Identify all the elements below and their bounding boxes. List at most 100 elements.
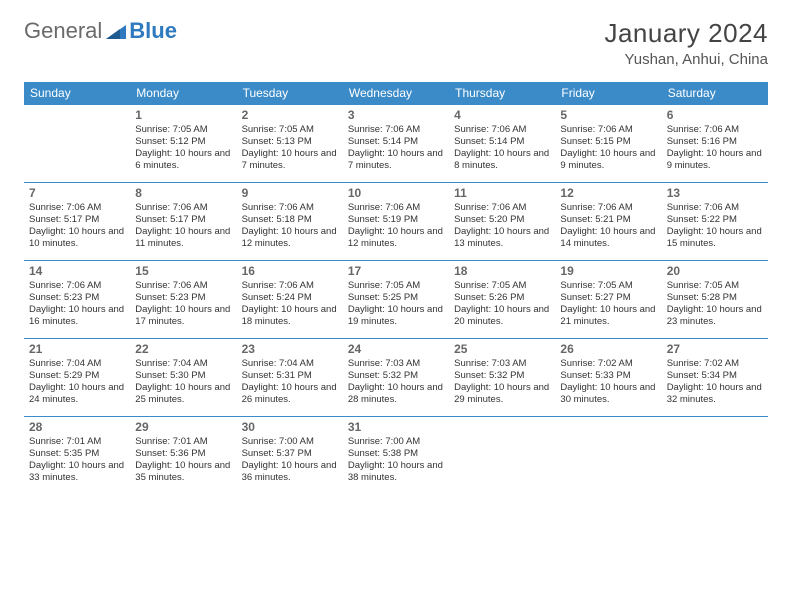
calendar-day-cell: 17 Sunrise: 7:05 AMSunset: 5:25 PMDayligh… — [343, 261, 449, 339]
brand-part2: Blue — [129, 18, 177, 44]
calendar-day-cell: 28 Sunrise: 7:01 AMSunset: 5:35 PMDayligh… — [24, 417, 130, 495]
day-number: 26 — [560, 342, 656, 356]
calendar-day-cell: 30Sunrise: 7:00 AMSunset: 5:37 PMDayligh… — [237, 417, 343, 495]
calendar-day-cell: 5Sunrise: 7:06 AMSunset: 5:15 PMDaylight… — [555, 105, 661, 183]
calendar-body: 1 Sunrise: 7:05 AMSunset: 5:12 PMDaylight… — [24, 105, 768, 495]
day-number: 14 — [29, 264, 125, 278]
calendar-day-cell: 10 Sunrise: 7:06 AMSunset: 5:19 PMDayligh… — [343, 183, 449, 261]
day-detail: Sunrise: 7:01 AMSunset: 5:36 PMDaylight:… — [135, 436, 231, 485]
day-number: 21 — [29, 342, 125, 356]
day-detail: Sunrise: 7:02 AMSunset: 5:33 PMDaylight:… — [560, 358, 656, 407]
calendar-day-cell: 3 Sunrise: 7:06 AMSunset: 5:14 PMDaylight… — [343, 105, 449, 183]
day-header: Friday — [555, 82, 661, 105]
calendar-day-cell: 15 Sunrise: 7:06 AMSunset: 5:23 PMDayligh… — [130, 261, 236, 339]
day-number: 8 — [135, 186, 231, 200]
day-header: Tuesday — [237, 82, 343, 105]
day-header: Monday — [130, 82, 236, 105]
day-detail: Sunrise: 7:04 AMSunset: 5:31 PMDaylight:… — [242, 358, 338, 407]
day-detail: Sunrise: 7:00 AMSunset: 5:38 PMDaylight:… — [348, 436, 444, 485]
day-number: 4 — [454, 108, 550, 122]
page-title: January 2024 — [604, 18, 768, 49]
day-number: 1 — [135, 108, 231, 122]
day-number: 20 — [667, 264, 763, 278]
day-header: Thursday — [449, 82, 555, 105]
day-number: 28 — [29, 420, 125, 434]
day-number: 27 — [667, 342, 763, 356]
day-detail: Sunrise: 7:06 AMSunset: 5:20 PMDaylight:… — [454, 202, 550, 251]
day-detail: Sunrise: 7:05 AMSunset: 5:28 PMDaylight:… — [667, 280, 763, 329]
day-header: Wednesday — [343, 82, 449, 105]
day-number: 10 — [348, 186, 444, 200]
page-header: General Blue January 2024 Yushan, Anhui,… — [24, 18, 768, 68]
calendar-day-cell: 19Sunrise: 7:05 AMSunset: 5:27 PMDayligh… — [555, 261, 661, 339]
day-number: 29 — [135, 420, 231, 434]
day-detail: Sunrise: 7:05 AMSunset: 5:12 PMDaylight:… — [135, 124, 231, 173]
location-text: Yushan, Anhui, China — [604, 51, 768, 68]
day-detail: Sunrise: 7:06 AMSunset: 5:16 PMDaylight:… — [667, 124, 763, 173]
calendar-empty-cell — [24, 105, 130, 183]
day-detail: Sunrise: 7:06 AMSunset: 5:24 PMDaylight:… — [242, 280, 338, 329]
day-detail: Sunrise: 7:01 AMSunset: 5:35 PMDaylight:… — [29, 436, 125, 485]
calendar-day-cell: 22 Sunrise: 7:04 AMSunset: 5:30 PMDayligh… — [130, 339, 236, 417]
day-number: 15 — [135, 264, 231, 278]
calendar-day-cell: 8 Sunrise: 7:06 AMSunset: 5:17 PMDaylight… — [130, 183, 236, 261]
calendar-empty-cell — [555, 417, 661, 495]
calendar-header-row: SundayMondayTuesdayWednesdayThursdayFrid… — [24, 82, 768, 105]
day-detail: Sunrise: 7:05 AMSunset: 5:26 PMDaylight:… — [454, 280, 550, 329]
day-header: Saturday — [662, 82, 768, 105]
day-detail: Sunrise: 7:06 AMSunset: 5:15 PMDaylight:… — [560, 124, 656, 173]
calendar-day-cell: 31Sunrise: 7:00 AMSunset: 5:38 PMDayligh… — [343, 417, 449, 495]
calendar-table: SundayMondayTuesdayWednesdayThursdayFrid… — [24, 82, 768, 495]
day-number: 2 — [242, 108, 338, 122]
calendar-week-row: 14 Sunrise: 7:06 AMSunset: 5:23 PMDayligh… — [24, 261, 768, 339]
day-number: 6 — [667, 108, 763, 122]
calendar-week-row: 1 Sunrise: 7:05 AMSunset: 5:12 PMDaylight… — [24, 105, 768, 183]
day-number: 16 — [242, 264, 338, 278]
day-detail: Sunrise: 7:06 AMSunset: 5:23 PMDaylight:… — [29, 280, 125, 329]
calendar-empty-cell — [662, 417, 768, 495]
day-detail: Sunrise: 7:06 AMSunset: 5:21 PMDaylight:… — [560, 202, 656, 251]
day-number: 7 — [29, 186, 125, 200]
day-detail: Sunrise: 7:06 AMSunset: 5:17 PMDaylight:… — [29, 202, 125, 251]
day-number: 17 — [348, 264, 444, 278]
brand-triangle-icon — [106, 23, 126, 39]
calendar-day-cell: 26 Sunrise: 7:02 AMSunset: 5:33 PMDayligh… — [555, 339, 661, 417]
day-detail: Sunrise: 7:02 AMSunset: 5:34 PMDaylight:… — [667, 358, 763, 407]
day-detail: Sunrise: 7:06 AMSunset: 5:14 PMDaylight:… — [348, 124, 444, 173]
day-number: 19 — [560, 264, 656, 278]
calendar-day-cell: 11Sunrise: 7:06 AMSunset: 5:20 PMDayligh… — [449, 183, 555, 261]
day-detail: Sunrise: 7:04 AMSunset: 5:29 PMDaylight:… — [29, 358, 125, 407]
day-header: Sunday — [24, 82, 130, 105]
calendar-day-cell: 13 Sunrise: 7:06 AMSunset: 5:22 PMDayligh… — [662, 183, 768, 261]
day-detail: Sunrise: 7:06 AMSunset: 5:22 PMDaylight:… — [667, 202, 763, 251]
calendar-week-row: 21 Sunrise: 7:04 AMSunset: 5:29 PMDayligh… — [24, 339, 768, 417]
calendar-day-cell: 2 Sunrise: 7:05 AMSunset: 5:13 PMDaylight… — [237, 105, 343, 183]
day-detail: Sunrise: 7:04 AMSunset: 5:30 PMDaylight:… — [135, 358, 231, 407]
day-number: 25 — [454, 342, 550, 356]
calendar-day-cell: 12 Sunrise: 7:06 AMSunset: 5:21 PMDayligh… — [555, 183, 661, 261]
calendar-day-cell: 1 Sunrise: 7:05 AMSunset: 5:12 PMDaylight… — [130, 105, 236, 183]
calendar-day-cell: 14 Sunrise: 7:06 AMSunset: 5:23 PMDayligh… — [24, 261, 130, 339]
calendar-day-cell: 16 Sunrise: 7:06 AMSunset: 5:24 PMDayligh… — [237, 261, 343, 339]
day-number: 3 — [348, 108, 444, 122]
day-detail: Sunrise: 7:06 AMSunset: 5:23 PMDaylight:… — [135, 280, 231, 329]
day-detail: Sunrise: 7:06 AMSunset: 5:17 PMDaylight:… — [135, 202, 231, 251]
day-detail: Sunrise: 7:06 AMSunset: 5:14 PMDaylight:… — [454, 124, 550, 173]
calendar-day-cell: 20 Sunrise: 7:05 AMSunset: 5:28 PMDayligh… — [662, 261, 768, 339]
calendar-day-cell: 4 Sunrise: 7:06 AMSunset: 5:14 PMDaylight… — [449, 105, 555, 183]
day-number: 23 — [242, 342, 338, 356]
calendar-empty-cell — [449, 417, 555, 495]
calendar-week-row: 7 Sunrise: 7:06 AMSunset: 5:17 PMDaylight… — [24, 183, 768, 261]
day-detail: Sunrise: 7:05 AMSunset: 5:13 PMDaylight:… — [242, 124, 338, 173]
day-detail: Sunrise: 7:06 AMSunset: 5:19 PMDaylight:… — [348, 202, 444, 251]
calendar-day-cell: 25Sunrise: 7:03 AMSunset: 5:32 PMDayligh… — [449, 339, 555, 417]
calendar-day-cell: 9Sunrise: 7:06 AMSunset: 5:18 PMDaylight… — [237, 183, 343, 261]
calendar-day-cell: 27 Sunrise: 7:02 AMSunset: 5:34 PMDayligh… — [662, 339, 768, 417]
day-number: 24 — [348, 342, 444, 356]
day-number: 12 — [560, 186, 656, 200]
day-detail: Sunrise: 7:05 AMSunset: 5:25 PMDaylight:… — [348, 280, 444, 329]
day-number: 13 — [667, 186, 763, 200]
title-block: January 2024 Yushan, Anhui, China — [604, 18, 768, 68]
calendar-day-cell: 23 Sunrise: 7:04 AMSunset: 5:31 PMDayligh… — [237, 339, 343, 417]
day-number: 22 — [135, 342, 231, 356]
